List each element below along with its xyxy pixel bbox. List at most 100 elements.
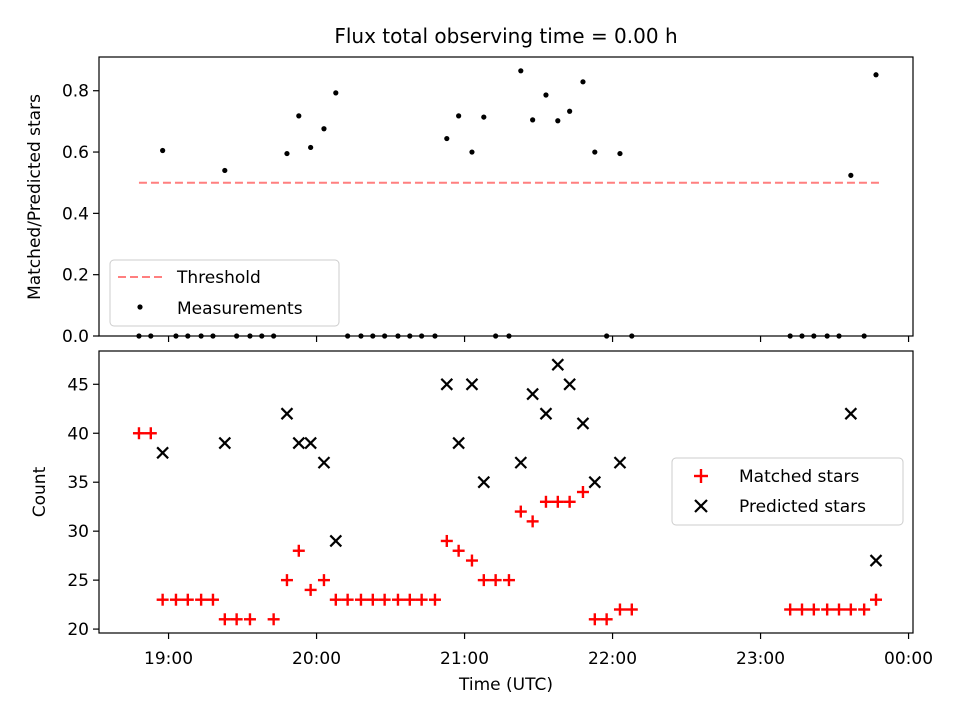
ratio-panel: 0.00.20.40.60.8 Matched/Predicted stars …	[25, 56, 914, 347]
x-tick-label: 20:00	[292, 649, 341, 669]
predicted-stars-point	[869, 554, 883, 567]
predicted-stars-point	[156, 446, 169, 460]
measurements-point	[370, 333, 376, 339]
predicted-stars-point	[514, 456, 528, 469]
y-tick-label: 45	[67, 375, 89, 395]
matched-stars-point	[807, 603, 820, 616]
y-tick-label: 30	[67, 522, 89, 542]
legend-threshold-label: Threshold	[176, 268, 261, 288]
predicted-stars-point	[613, 456, 627, 469]
measurements-point	[567, 108, 573, 114]
matched-stars-point	[218, 613, 231, 626]
x-tick-label: 00:00	[884, 649, 933, 669]
matched-stars-point	[796, 603, 808, 616]
measurements-point	[530, 117, 536, 123]
measurements-point	[543, 92, 549, 98]
measurements-point	[160, 147, 166, 154]
measurements-point	[629, 333, 635, 339]
y-tick-label: 40	[67, 424, 89, 444]
ratio-y-axis: 0.0 0.2 0.4 0.6 0.8	[62, 82, 99, 347]
y-tick-label: 35	[67, 473, 89, 493]
matched-stars-point	[833, 603, 845, 616]
predicted-stars-point	[292, 436, 306, 450]
matched-stars-point	[354, 593, 367, 606]
matched-stars-point	[243, 613, 256, 626]
predicted-stars-point	[440, 378, 454, 391]
y-tick-label: 25	[67, 571, 89, 591]
measurements-point	[271, 333, 277, 339]
matched-stars-point	[403, 593, 416, 606]
measurements-point	[321, 126, 327, 132]
measurements-point	[308, 144, 314, 151]
ratio-y-axis-label: Matched/Predicted stars	[25, 94, 45, 300]
legend-predicted-label: Predicted stars	[739, 497, 866, 517]
measurements-point	[592, 149, 598, 155]
count-legend-box	[671, 457, 904, 526]
measurements-point	[234, 333, 240, 339]
predicted-stars-point	[280, 407, 294, 420]
measurements-point	[580, 79, 586, 85]
predicted-stars-point	[539, 407, 553, 420]
matched-stars-point	[329, 593, 342, 606]
matched-stars-point	[267, 613, 280, 626]
ratio-legend-box	[109, 259, 340, 327]
measurements-point	[173, 333, 179, 339]
measurements-point	[284, 150, 290, 157]
predicted-stars-point	[563, 378, 576, 391]
matched-stars-point	[144, 427, 157, 440]
count-y-axis: 20 25 30 35 40 45	[67, 375, 99, 640]
measurements-point	[824, 333, 830, 339]
y-tick-label: 0.6	[62, 143, 89, 163]
x-tick-label: 22:00	[588, 649, 637, 669]
matched-stars-point	[870, 593, 882, 606]
measurements-point	[345, 333, 351, 339]
x-tick-label: 21:00	[440, 649, 489, 669]
y-tick-label: 0.0	[62, 327, 89, 347]
predicted-stars-point	[576, 417, 590, 430]
matched-stars-point	[465, 554, 478, 567]
measurements-point	[296, 113, 302, 119]
matched-stars-point	[514, 505, 527, 518]
measurements-point	[604, 333, 610, 339]
measurements-point	[419, 333, 425, 339]
matched-stars-point	[563, 495, 576, 508]
matched-stars-point	[195, 593, 208, 606]
matched-stars-point	[784, 603, 797, 616]
matched-stars-point	[378, 593, 391, 606]
matched-stars-point	[341, 593, 354, 606]
measurements-point	[799, 333, 805, 339]
matched-stars-point	[502, 574, 515, 587]
predicted-stars-point	[304, 436, 317, 450]
measurements-point	[444, 135, 450, 142]
predicted-stars-point	[218, 436, 232, 450]
time-x-axis: 19:00 20:00 21:00 22:00 23:00 00:00	[144, 633, 933, 669]
measurements-point	[358, 333, 364, 339]
measurements-point	[518, 68, 524, 74]
measurements-point	[787, 333, 793, 339]
measurements-point	[407, 333, 413, 339]
predicted-stars-point	[526, 387, 539, 401]
measurements-point	[481, 114, 487, 120]
matched-stars-point	[292, 544, 305, 557]
matched-stars-point	[366, 593, 379, 606]
legend-measurements-label: Measurements	[177, 299, 303, 319]
matched-stars-point	[821, 603, 834, 616]
ratio-panel-frame	[98, 56, 914, 337]
measurements-point	[136, 333, 142, 339]
ratio-x-ticks	[167, 336, 910, 342]
matched-stars-point	[206, 593, 219, 606]
measurements-point	[432, 333, 438, 339]
measurements-point	[848, 172, 854, 178]
count-y-axis-label: Count	[30, 466, 50, 517]
measurements-point	[198, 333, 204, 339]
matched-stars-point	[600, 613, 613, 626]
y-tick-label: 0.8	[62, 82, 89, 102]
matched-stars-point	[539, 495, 552, 508]
ratio-panel-marks	[136, 68, 879, 339]
measurements-point	[210, 333, 216, 339]
measurements-point	[506, 333, 512, 339]
y-tick-label: 0.2	[62, 266, 89, 286]
predicted-stars-point	[844, 407, 858, 420]
measurements-point	[222, 167, 228, 174]
matched-stars-point	[132, 427, 145, 440]
